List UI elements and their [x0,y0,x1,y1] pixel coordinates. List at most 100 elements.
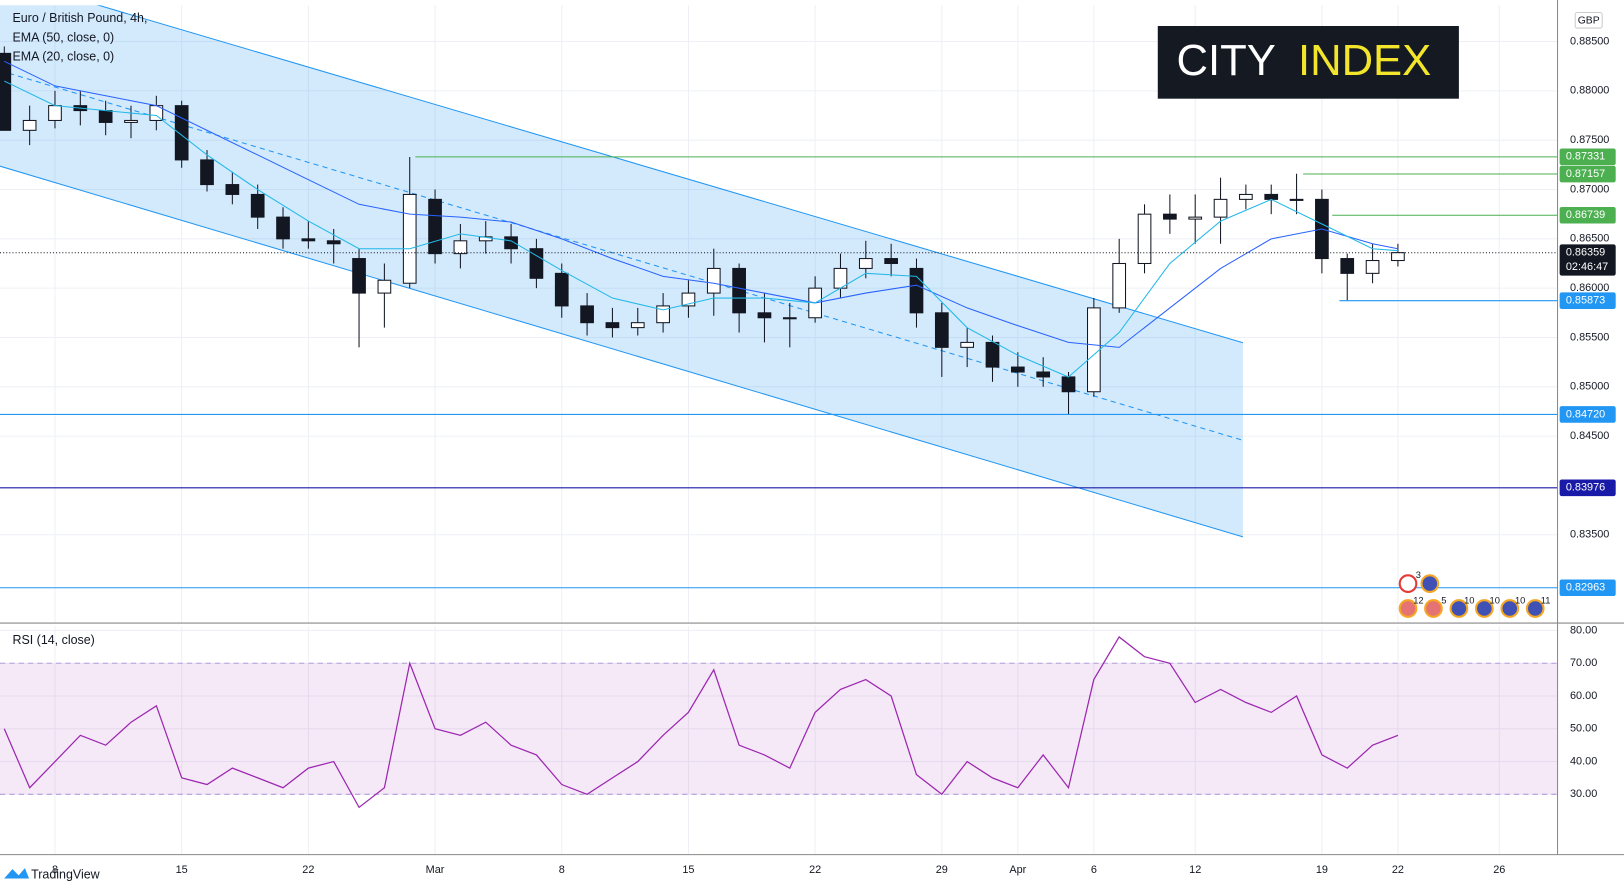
y-tick-label: 0.88000 [1570,85,1609,97]
candle-body [782,317,797,320]
event-count: 10 [1464,596,1474,606]
event-icon [1420,574,1440,593]
candle-body [174,105,189,161]
candle-body [402,193,417,284]
event-count: 5 [1441,596,1446,606]
y-tick-label: 0.86000 [1570,282,1609,294]
event-icon [1398,574,1418,593]
x-tick-label: 19 [1316,864,1328,876]
candle-body [124,119,138,123]
y-tick-label: 0.87500 [1570,134,1609,146]
level-label: 0.83976 [1566,482,1605,494]
channel-lower [0,165,1244,538]
level-label-box [1559,479,1616,497]
candle-body [225,184,240,195]
level-label-box [1559,244,1616,276]
event-icon [1398,599,1418,618]
y-tick-label: 0.86500 [1570,233,1609,245]
event-icon [1525,599,1545,618]
candle-body [732,267,746,314]
level-label: 0.84720 [1566,408,1605,420]
candle-body [1163,213,1177,220]
y-tick-label: 0.88500 [1570,35,1609,47]
event-icon [1424,599,1443,618]
candle-body [1036,371,1051,378]
candle-body [706,267,721,294]
candle-body [1340,258,1355,274]
candle-body [22,119,37,131]
x-tick-label: 12 [1189,864,1201,876]
candle-body [1391,252,1405,262]
candle-body [605,322,620,329]
y-tick-label: 0.87000 [1570,183,1609,195]
ema-line [4,80,1398,378]
candle-body [1264,193,1279,200]
candle-body [757,312,772,319]
candle-body [1010,366,1025,373]
y-tick-label: 70.00 [1570,657,1597,669]
logo-right: INDEX [1298,37,1431,85]
level-label: 0.87157 [1566,168,1605,180]
event-count: 11 [1541,596,1551,606]
level-label-box [1559,406,1616,423]
x-tick-label: 8 [559,864,565,876]
candle-body [276,216,290,240]
x-tick-label: 22 [302,864,314,876]
event-count: 10 [1490,596,1500,606]
candle-body [960,341,975,348]
level-label: 0.86739 [1566,209,1605,221]
candle-body [504,236,518,250]
level-label: 0.87331 [1566,151,1605,163]
candle-body [98,110,113,123]
rsi-band [0,663,1558,795]
level-label-box [1559,165,1616,183]
x-tick-label: 22 [809,864,821,876]
y-tick-label: 30.00 [1570,788,1597,800]
candle-body [352,258,366,294]
channel-upper [96,5,1244,344]
candle-body [656,305,670,324]
candle-body [884,258,899,265]
brand[interactable]: TradingView [31,868,101,882]
event-count: 10 [1515,596,1525,606]
candle-body [48,105,62,121]
level-label: 0.82963 [1566,582,1605,594]
candle-body [630,322,645,329]
level-label-box [1559,206,1616,224]
rsi-line [3,636,1399,809]
y-tick-label: 50.00 [1570,723,1597,735]
level-label-box [1559,292,1616,309]
rsi-title: RSI (14, close) [12,633,94,647]
y-tick-label: 0.85000 [1570,381,1609,393]
x-tick-label: 6 [1091,864,1097,876]
candle-body [1087,307,1101,393]
logo-left: CITY [1176,37,1275,85]
candle-body [529,248,544,279]
plot [0,46,1558,809]
y-tick-label: 0.85500 [1570,331,1609,343]
y-tick-label: 60.00 [1570,690,1597,702]
candle-body [1239,193,1253,200]
candle-body [580,305,594,324]
candle-body [554,272,569,307]
y-tick-label: 0.83500 [1570,529,1609,541]
level-label: 0.85873 [1566,295,1605,307]
x-tick-label: 26 [1493,864,1505,876]
candle-body [1112,262,1127,309]
candle-body [985,341,1000,368]
event-count: 3 [1416,570,1421,580]
channel-mid [0,70,1244,441]
y-tick-label: 80.00 [1570,624,1597,636]
x-tick-label: Mar [426,864,445,876]
brand-icon [4,868,30,879]
candle-body [1061,376,1076,393]
candle-body [909,267,924,314]
grid [0,5,1558,855]
candle-body [250,193,265,218]
currency-box [1574,11,1603,29]
x-tick-label: 29 [936,864,948,876]
event-count: 12 [1413,596,1423,606]
